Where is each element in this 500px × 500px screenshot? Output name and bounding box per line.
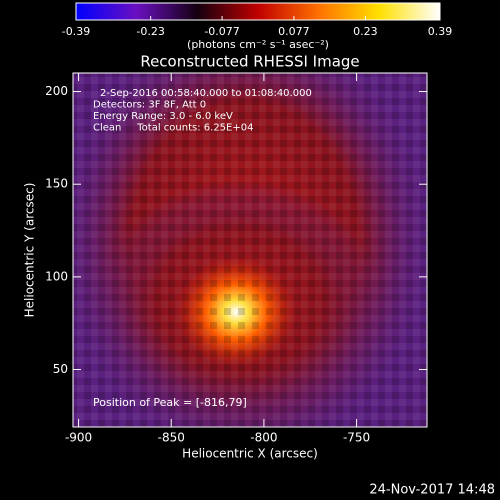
plot-frame (72, 72, 428, 428)
x-axis-label: Heliocentric X (arcsec) (182, 447, 318, 461)
annotation: 2-Sep-2016 00:58:40.000 to 01:08:40.000 (100, 88, 312, 99)
annotation: Energy Range: 3.0 - 6.0 keV (93, 111, 233, 122)
colorbar (75, 2, 441, 21)
annotation: Clean Total counts: 6.25E+04 (93, 123, 253, 134)
colorbar-tick-label: -0.39 (62, 25, 90, 38)
x-tick-label: -850 (158, 431, 185, 445)
y-tick-label: 200 (45, 84, 68, 98)
y-tick-label: 100 (45, 269, 68, 283)
x-tick-label: -750 (343, 431, 370, 445)
image (73, 73, 427, 427)
colorbar-tick-label: -0.077 (204, 25, 239, 38)
annotation: Detectors: 3F 8F, Att 0 (93, 100, 206, 111)
colorbar-tick-label: -0.23 (136, 25, 164, 38)
x-tick-label: -900 (65, 431, 92, 445)
y-tick-label: 150 (45, 177, 68, 191)
colorbar-tick-label: 0.077 (278, 25, 310, 38)
peak-label: Position of Peak = [-816,79] (93, 396, 247, 409)
colorbar-tick-label: 0.39 (428, 25, 453, 38)
y-axis-label: Heliocentric Y (arcsec) (23, 183, 37, 318)
timestamp: 24-Nov-2017 14:48 (369, 483, 495, 498)
chart-title: Reconstructed RHESSI Image (140, 53, 359, 71)
x-tick-label: -800 (250, 431, 277, 445)
colorbar-tick-label: 0.23 (353, 25, 378, 38)
y-tick-label: 50 (53, 362, 68, 376)
colorbar-label: (photons cm⁻² s⁻¹ asec⁻²) (187, 38, 329, 51)
